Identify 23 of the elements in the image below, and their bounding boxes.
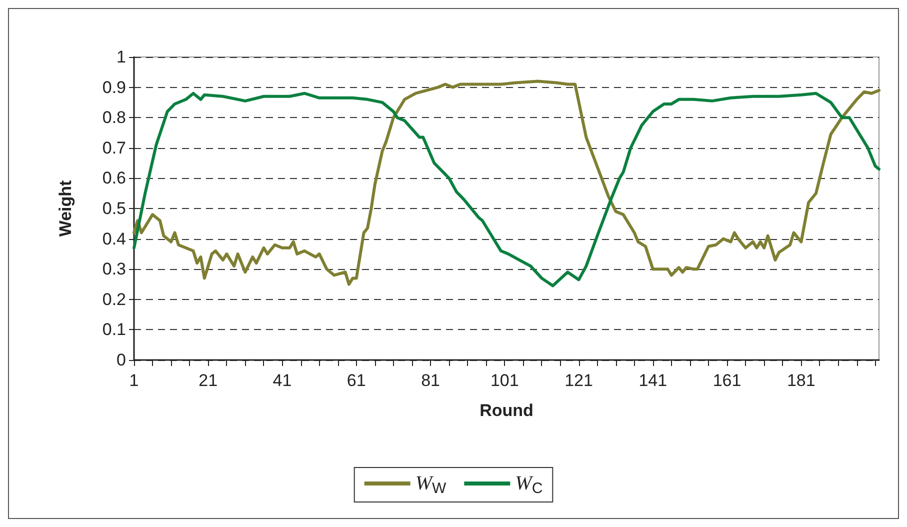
y-tick-label: 0.8 (102, 108, 126, 128)
y-tick-label: 1 (116, 48, 126, 66)
y-tick-label: 0.3 (102, 260, 126, 279)
y-tick-label: 0 (116, 350, 126, 370)
x-tick-label: 61 (346, 371, 366, 390)
y-axis-title: Weight (56, 180, 75, 237)
x-tick-label: 1 (129, 371, 139, 390)
y-tick-label: 0.6 (102, 168, 126, 188)
x-axis-title: Round (480, 401, 534, 420)
x-tick-label: 121 (564, 371, 593, 390)
x-tick-label: 41 (272, 371, 292, 390)
x-tick-label: 21 (198, 371, 218, 390)
x-tick-label: 161 (712, 371, 742, 390)
y-tick-label: 0.4 (102, 229, 126, 248)
x-tick-label: 101 (490, 371, 519, 390)
y-tick-label: 0.5 (102, 199, 126, 218)
y-tick-label: 0.1 (102, 320, 126, 340)
x-tick-label: 181 (786, 371, 816, 390)
y-tick-label: 0.7 (102, 138, 126, 158)
y-tick-label: 0.9 (102, 78, 126, 97)
x-tick-label: 141 (638, 371, 668, 390)
x-tick-label: 81 (421, 371, 440, 390)
y-tick-label: 0.2 (102, 290, 126, 309)
